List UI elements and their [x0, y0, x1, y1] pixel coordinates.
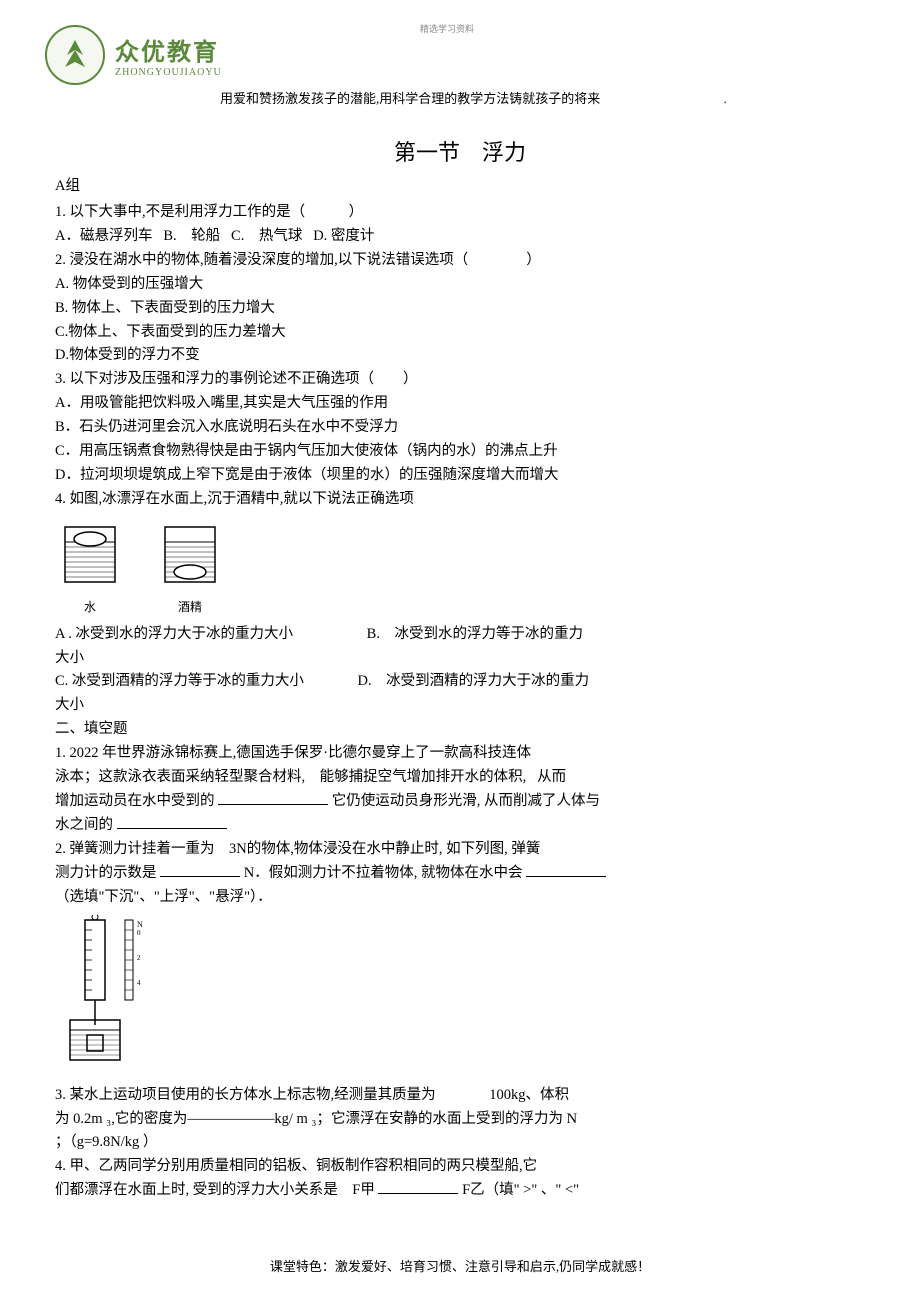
svg-text:2: 2 — [137, 954, 141, 962]
beaker2-label: 酒精 — [155, 598, 225, 618]
f2-l2a: 测力计的示数是 — [55, 865, 157, 881]
logo-en: ZHONGYOUJIAOYU — [115, 67, 222, 78]
f1-line3: 增加运动员在水中受到的 它仍使运动员身形光滑, 从而削减了人体与 — [55, 790, 860, 814]
f1-l4: 水之间的 — [55, 817, 113, 833]
logo-cn: 众优教育 — [115, 32, 222, 67]
f3-line3: ；（g=9.8N/kg ） — [55, 1131, 860, 1155]
q1-c: C. 热气球 — [231, 228, 302, 244]
f1-line2: 泳本；这款泳衣表面采纳轻型聚合材料, 能够捕捉空气增加排开水的体积, 从而 — [55, 766, 860, 790]
svg-text:4: 4 — [137, 979, 141, 987]
q4-b-end: 大小 — [55, 647, 860, 671]
q3-d: D．拉河坝坝堤筑成上窄下宽是由于液体（坝里的水）的压强随深度增大而增大 — [55, 464, 860, 488]
content: A组 1. 以下大事中,不是利用浮力工作的是（ ） A．磁悬浮列车 B. 轮船 … — [55, 175, 860, 1203]
q4-a: A . 冰受到水的浮力大于冰的重力大小 — [55, 626, 293, 642]
section2: 二、填空题 — [55, 718, 860, 742]
q3-stem: 3. 以下对涉及压强和浮力的事例论述不正确选项（ ） — [55, 368, 860, 392]
q4-d: D. 冰受到酒精的浮力大于冰的重力 — [358, 673, 590, 689]
f3-line2: 为 0.2m ₃,它的密度为――――――kg/ m ₃；它漂浮在安静的水面上受到… — [55, 1108, 860, 1132]
q1-b: B. 轮船 — [163, 228, 220, 244]
q1-a: A．磁悬浮列车 — [55, 228, 152, 244]
f1-l3a: 增加运动员在水中受到的 — [55, 793, 215, 809]
slogan-end: . — [724, 91, 727, 106]
q3-a: A．用吸管能把饮料吸入嘴里,其实是大气压强的作用 — [55, 392, 860, 416]
f1-l3b: 它仍使运动员身形光滑, 从而削减了人体与 — [332, 793, 600, 809]
slogan-text: 用爱和赞扬激发孩子的潜能,用科学合理的教学方法铸就孩子的将来 — [220, 91, 600, 106]
q3-b: B．石头仍进河里会沉入水底说明石头在水中不受浮力 — [55, 416, 860, 440]
f3-l1b: 100kg、体积 — [489, 1087, 569, 1103]
slogan: 用爱和赞扬激发孩子的潜能,用科学合理的教学方法铸就孩子的将来 . — [220, 88, 727, 107]
beaker1-label: 水 — [55, 598, 125, 618]
footer: 课堂特色：激发爱好、培育习惯、注意引导和启示,仍同学成就感！ — [0, 1256, 920, 1275]
f2-l2b: N．假如测力计不拉着物体, 就物体在水中会 — [244, 865, 523, 881]
q4-line1: A . 冰受到水的浮力大于冰的重力大小 B. 冰受到水的浮力等于冰的重力 — [55, 623, 860, 647]
f3-line1: 3. 某水上运动项目使用的长方体水上标志物,经测量其质量为 100kg、体积 — [55, 1084, 860, 1108]
svg-text:N: N — [137, 920, 143, 929]
top-label: 精选学习资料 — [420, 22, 474, 35]
f1-l2b: 能够捕捉空气增加排开水的体积, — [320, 769, 527, 785]
q1-d: D. 密度计 — [313, 228, 374, 244]
q4-figures: 水 酒精 — [55, 517, 860, 618]
blank — [218, 804, 328, 805]
q4-b: B. 冰受到水的浮力等于冰的重力 — [367, 626, 583, 642]
f2-l1a: 2. 弹簧测力计挂着一重为 — [55, 841, 215, 857]
f4-l2b: F甲 — [352, 1182, 375, 1198]
q2-c: C.物体上、下表面受到的压力差增大 — [55, 321, 860, 345]
svg-text:0: 0 — [137, 929, 141, 937]
f4-l2a: 们都漂浮在水面上时, 受到的浮力大小关系是 — [55, 1182, 338, 1198]
blank — [526, 876, 606, 877]
q2-stem: 2. 浸没在湖水中的物体,随着浸没深度的增加,以下说法错误选项（ ） — [55, 249, 860, 273]
logo-text: 众优教育 ZHONGYOUJIAOYU — [115, 32, 222, 78]
q1-stem: 1. 以下大事中,不是利用浮力工作的是（ ） — [55, 201, 860, 225]
q1-options: A．磁悬浮列车 B. 轮船 C. 热气球 D. 密度计 — [55, 225, 860, 249]
beaker-alcohol: 酒精 — [155, 517, 225, 618]
spring-figure: N 0 2 4 — [55, 915, 860, 1079]
f2-line3: （选填"下沉"、"上浮"、"悬浮"）． — [55, 886, 860, 910]
q4-d-end: 大小 — [55, 694, 860, 718]
f4-line1: 4. 甲、乙两同学分别用质量相同的铝板、铜板制作容积相同的两只模型船,它 — [55, 1155, 860, 1179]
f2-line2: 测力计的示数是 N．假如测力计不拉着物体, 就物体在水中会 — [55, 862, 860, 886]
page-title: 第一节 浮力 — [0, 135, 920, 167]
f1-line1: 1. 2022 年世界游泳锦标赛上,德国选手保罗·比德尔曼穿上了一款高科技连体 — [55, 742, 860, 766]
blank — [117, 828, 227, 829]
f2-l1b: 3N的物体,物体浸没在水中静止时, 如下列图, 弹簧 — [229, 841, 540, 857]
f1-l2c: 从而 — [537, 769, 566, 785]
f4-l2c: F乙（填" >" 、" <" — [462, 1182, 579, 1198]
blank — [378, 1193, 458, 1194]
logo-icon — [45, 25, 105, 85]
f3-l1a: 3. 某水上运动项目使用的长方体水上标志物,经测量其质量为 — [55, 1087, 436, 1103]
f1-l2a: 泳本；这款泳衣表面采纳轻型聚合材料, — [55, 769, 305, 785]
beaker-water: 水 — [55, 517, 125, 618]
q4-line2: C. 冰受到酒精的浮力等于冰的重力大小 D. 冰受到酒精的浮力大于冰的重力 — [55, 670, 860, 694]
f4-line2: 们都漂浮在水面上时, 受到的浮力大小关系是 F甲 F乙（填" >" 、" <" — [55, 1179, 860, 1203]
q4-c: C. 冰受到酒精的浮力等于冰的重力大小 — [55, 673, 304, 689]
q4-stem: 4. 如图,冰漂浮在水面上,沉于酒精中,就以下说法正确选项 — [55, 488, 860, 512]
logo-area: 众优教育 ZHONGYOUJIAOYU — [45, 25, 222, 85]
q3-c: C．用高压锅煮食物熟得快是由于锅内气压加大使液体（锅内的水）的沸点上升 — [55, 440, 860, 464]
blank — [160, 876, 240, 877]
group-label: A组 — [55, 175, 860, 199]
f2-line1: 2. 弹簧测力计挂着一重为 3N的物体,物体浸没在水中静止时, 如下列图, 弹簧 — [55, 838, 860, 862]
q2-b: B. 物体上、下表面受到的压力增大 — [55, 297, 860, 321]
f1-line4: 水之间的 — [55, 814, 860, 838]
q2-d: D.物体受到的浮力不变 — [55, 344, 860, 368]
q2-a: A. 物体受到的压强增大 — [55, 273, 860, 297]
